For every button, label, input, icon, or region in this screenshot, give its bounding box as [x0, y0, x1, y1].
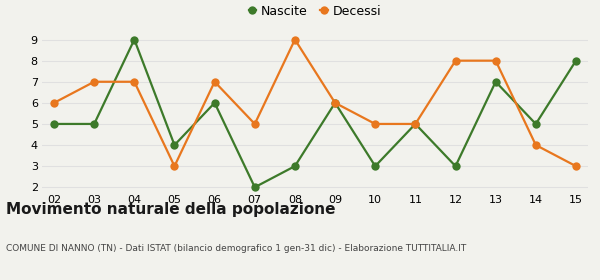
Decessi [50, 101, 58, 104]
Decessi [171, 164, 178, 168]
Nascite [331, 101, 338, 104]
Line: Nascite: Nascite [50, 35, 580, 192]
Decessi [331, 101, 338, 104]
Nascite [492, 80, 499, 83]
Legend: Nascite, Decessi: Nascite, Decessi [244, 0, 386, 22]
Nascite [131, 38, 138, 41]
Decessi [532, 143, 539, 147]
Nascite [50, 122, 58, 126]
Text: COMUNE DI NANNO (TN) - Dati ISTAT (bilancio demografico 1 gen-31 dic) - Elaboraz: COMUNE DI NANNO (TN) - Dati ISTAT (bilan… [6, 244, 466, 253]
Decessi [211, 80, 218, 83]
Decessi [452, 59, 459, 62]
Text: Movimento naturale della popolazione: Movimento naturale della popolazione [6, 202, 335, 217]
Decessi [412, 122, 419, 126]
Nascite [572, 59, 580, 62]
Decessi [371, 122, 379, 126]
Line: Decessi: Decessi [50, 35, 580, 170]
Nascite [412, 122, 419, 126]
Nascite [211, 101, 218, 104]
Nascite [171, 143, 178, 147]
Decessi [131, 80, 138, 83]
Decessi [91, 80, 98, 83]
Nascite [91, 122, 98, 126]
Decessi [492, 59, 499, 62]
Decessi [572, 164, 580, 168]
Nascite [452, 164, 459, 168]
Decessi [251, 122, 259, 126]
Nascite [251, 186, 259, 189]
Nascite [292, 164, 299, 168]
Decessi [292, 38, 299, 41]
Nascite [532, 122, 539, 126]
Nascite [371, 164, 379, 168]
